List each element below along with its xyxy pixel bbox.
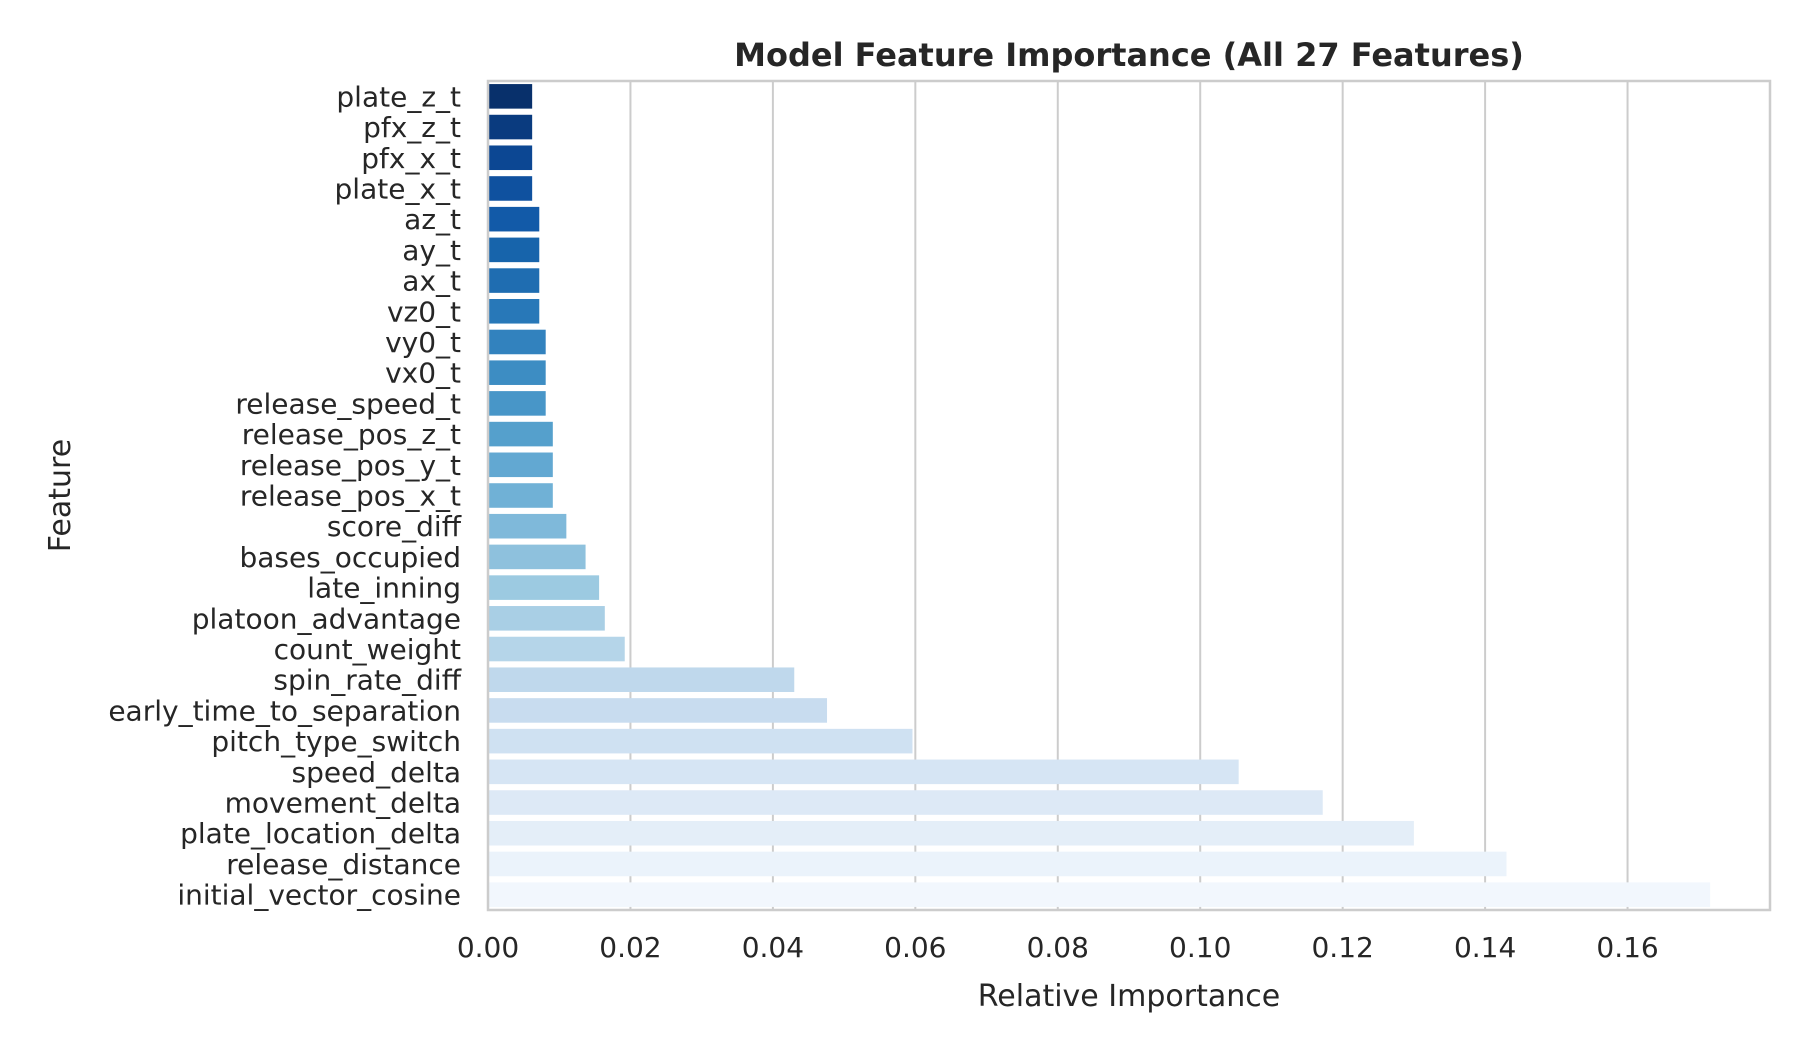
bar-release-pos-z-t xyxy=(489,421,553,447)
x-tick-label: 0.02 xyxy=(599,931,661,964)
bar-az-t xyxy=(489,206,540,232)
y-tick-label: vy0_t xyxy=(385,326,461,359)
x-tick-label: 0.00 xyxy=(457,931,519,964)
y-tick-label: az_t xyxy=(404,203,461,236)
y-tick-label: plate_x_t xyxy=(335,172,461,205)
y-tick-label: pfx_x_t xyxy=(361,142,461,175)
bar-late-inning xyxy=(489,575,600,600)
y-tick-label: pfx_z_t xyxy=(363,111,461,144)
grid-layer xyxy=(487,81,1629,910)
x-tick-label: 0.04 xyxy=(742,931,804,964)
bar-movement-delta xyxy=(489,790,1323,815)
bar-layer xyxy=(489,84,1711,907)
y-tick-label: bases_occupied xyxy=(239,541,461,574)
y-tick-label: early_time_to_separation xyxy=(108,694,461,727)
x-tick-label: 0.10 xyxy=(1169,931,1231,964)
bar-vz0-t xyxy=(489,298,540,324)
y-tick-label: release_pos_z_t xyxy=(242,418,461,451)
y-tick-label: release_pos_x_t xyxy=(240,480,461,513)
y-axis-label: Feature xyxy=(43,439,78,552)
x-tick-label: 0.14 xyxy=(1454,931,1516,964)
y-tick-labels: plate_z_tpfx_z_tpfx_x_tplate_x_taz_tay_t… xyxy=(108,80,461,911)
bar-pfx-x-t xyxy=(489,145,533,171)
y-tick-label: vz0_t xyxy=(387,295,461,328)
bar-pfx-z-t xyxy=(489,114,533,140)
y-tick-label: count_weight xyxy=(274,633,461,666)
y-tick-label: movement_delta xyxy=(225,787,461,820)
bar-spin-rate-diff xyxy=(489,667,795,693)
x-tick-label: 0.06 xyxy=(884,931,946,964)
plot-frame xyxy=(486,79,1772,912)
y-tick-label: plate_z_t xyxy=(336,80,461,113)
bar-ax-t xyxy=(489,268,540,293)
bar-initial-vector-cosine xyxy=(489,882,1711,907)
bar-speed-delta xyxy=(489,759,1239,785)
y-tick-label: release_speed_t xyxy=(235,387,461,420)
y-tick-label: pitch_type_switch xyxy=(211,725,461,758)
bar-release-speed-t xyxy=(489,391,546,416)
chart-title: Model Feature Importance (All 27 Feature… xyxy=(734,36,1524,74)
x-tick-label: 0.16 xyxy=(1596,931,1658,964)
y-tick-label: late_inning xyxy=(307,572,461,605)
bar-vx0-t xyxy=(489,360,546,385)
y-tick-label: ax_t xyxy=(402,265,461,298)
y-tick-label: initial_vector_cosine xyxy=(177,879,461,912)
y-tick-label: release_distance xyxy=(226,848,461,881)
bar-bases-occupied xyxy=(489,544,586,570)
bar-ay-t xyxy=(489,237,540,263)
x-tick-label: 0.12 xyxy=(1311,931,1373,964)
bar-release-distance xyxy=(489,851,1507,877)
y-tick-label: vx0_t xyxy=(385,357,461,390)
x-tick-label: 0.08 xyxy=(1027,931,1089,964)
bar-release-pos-y-t xyxy=(489,452,553,478)
bar-plate-x-t xyxy=(489,176,533,201)
bar-early-time-to-separation xyxy=(489,698,828,723)
bar-platoon-advantage xyxy=(489,606,605,631)
y-tick-label: platoon_advantage xyxy=(192,602,461,635)
bar-score-diff xyxy=(489,513,567,539)
bar-pitch-type-switch xyxy=(489,728,913,754)
bar-vy0-t xyxy=(489,329,546,355)
y-tick-label: plate_location_delta xyxy=(180,817,461,850)
y-tick-label: score_diff xyxy=(327,510,462,543)
y-tick-label: speed_delta xyxy=(291,756,461,789)
x-tick-labels: 0.00 0.02 0.04 0.06 0.08 0.10 0.12 0.14 0.16 xyxy=(457,931,1659,964)
y-tick-label: release_pos_y_t xyxy=(240,449,461,482)
bar-plate-z-t xyxy=(489,84,533,109)
bar-release-pos-x-t xyxy=(489,483,553,508)
bar-count-weight xyxy=(489,636,625,662)
bar-plate-location-delta xyxy=(489,820,1414,846)
x-axis-label: Relative Importance xyxy=(978,979,1280,1014)
y-tick-label: spin_rate_diff xyxy=(273,664,461,697)
y-tick-label: ay_t xyxy=(402,234,461,267)
